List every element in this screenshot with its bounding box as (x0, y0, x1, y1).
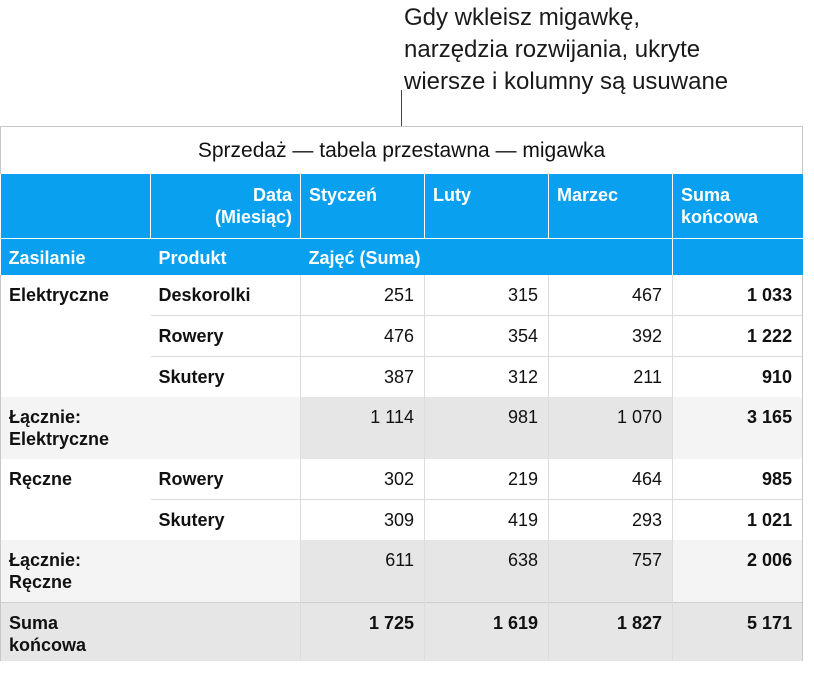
value-cell[interactable]: 387 (300, 356, 425, 397)
subtotal-value-cell[interactable]: 757 (548, 540, 673, 603)
value-cell[interactable]: 419 (424, 499, 549, 540)
value-cell[interactable]: 309 (300, 499, 425, 540)
value-cell[interactable]: 354 (424, 315, 549, 357)
value-cell[interactable]: 392 (548, 315, 673, 357)
value-cell[interactable]: 312 (424, 356, 549, 397)
grand-total-value-cell[interactable]: 1 827 (548, 602, 673, 661)
header-month-label: (Miesiąc) (214, 207, 292, 227)
subtotal-empty-cell[interactable] (150, 397, 301, 459)
grand-total-empty-cell[interactable] (150, 602, 301, 661)
group-label-reczne[interactable]: Ręczne (0, 459, 151, 500)
row-total-cell[interactable]: 1 033 (671, 275, 804, 316)
callout-line-2: narzędzia rozwijania, ukryte (404, 36, 701, 63)
grand-total-label[interactable]: Suma końcowa (0, 602, 151, 661)
header-total-line-1: Suma (681, 185, 731, 205)
header-empty-cell[interactable] (0, 174, 151, 239)
header-field-produkt[interactable]: Produkt (150, 238, 301, 275)
grand-total-value-cell[interactable]: 1 725 (300, 602, 425, 661)
subtotal-label[interactable]: Łącznie: Ręczne (0, 540, 151, 603)
header-measure[interactable]: Zajęć (Suma) (300, 238, 673, 275)
grand-total-row: Suma końcowa 1 725 1 619 1 827 5 171 (0, 602, 804, 661)
table-row: Skutery 387 312 211 910 (0, 356, 804, 397)
table-row: Elektryczne Deskorolki 251 315 467 1 033 (0, 275, 804, 316)
subtotal-value-cell[interactable]: 638 (424, 540, 549, 603)
value-cell[interactable]: 467 (548, 275, 673, 316)
value-cell[interactable]: 476 (300, 315, 425, 357)
grand-total-label-line-1: Suma (9, 613, 59, 633)
table-title-text: Sprzedaż — tabela przestawna — migawka (197, 138, 606, 162)
table-title[interactable]: Sprzedaż — tabela przestawna — migawka (0, 126, 804, 174)
subtotal-label[interactable]: Łącznie: Elektryczne (0, 397, 151, 459)
header-date-label: Data (252, 185, 292, 205)
header-col-feb[interactable]: Luty (424, 174, 549, 239)
callout-text: Gdy wkleisz migawkę, narzędzia rozwijani… (404, 2, 804, 98)
pivot-table-snapshot: Sprzedaż — tabela przestawna — migawka D… (0, 126, 804, 678)
header-total-line-2: końcowa (681, 207, 759, 227)
value-cell[interactable]: 464 (548, 459, 673, 500)
group-label-elektryczne[interactable]: Elektryczne (0, 275, 151, 316)
subtotal-total-cell[interactable]: 3 165 (671, 397, 804, 459)
header-field-zasilanie[interactable]: Zasilanie (0, 238, 151, 275)
row-total-cell[interactable]: 985 (671, 459, 804, 500)
value-cell[interactable]: 219 (424, 459, 549, 500)
subtotal-row: Łącznie: Ręczne 611 638 757 2 006 (0, 540, 804, 603)
grand-total-label-line-2: końcowa (9, 635, 87, 655)
value-cell[interactable]: 315 (424, 275, 549, 316)
value-cell[interactable]: 293 (548, 499, 673, 540)
header-col-mar[interactable]: Marzec (548, 174, 673, 239)
header-date-month[interactable]: Data (Miesiąc) (150, 174, 301, 239)
product-cell[interactable]: Rowery (158, 469, 224, 489)
subtotal-value-cell[interactable]: 1 114 (300, 397, 425, 459)
product-cell[interactable]: Rowery (150, 315, 301, 357)
group-label-empty[interactable] (0, 356, 151, 397)
callout-line-1: Gdy wkleisz migawkę, (404, 4, 641, 31)
header-row-fields: Zasilanie Produkt Zajęć (Suma) (0, 238, 803, 275)
value-cell[interactable]: 251 (300, 275, 425, 316)
header-measure-total[interactable] (671, 238, 803, 275)
value-cell[interactable]: 302 (300, 459, 425, 500)
subtotal-empty-cell[interactable] (150, 540, 301, 603)
group-label-empty[interactable] (0, 315, 151, 357)
table-row: Rowery 476 354 392 1 222 (0, 315, 804, 357)
header-col-total[interactable]: Suma końcowa (672, 174, 803, 239)
table-row: Ręczne Rowery 302 219 464 985 (0, 459, 804, 500)
subtotal-row: Łącznie: Elektryczne 1 114 981 1 070 3 1… (0, 397, 804, 459)
subtotal-label-line-2: Ręczne (9, 572, 73, 592)
product-cell[interactable]: Deskorolki (158, 285, 251, 305)
subtotal-label-line-1: Łącznie: (9, 407, 82, 427)
product-cell[interactable]: Skutery (150, 356, 301, 397)
grand-total-value-cell[interactable]: 1 619 (424, 602, 549, 661)
row-total-cell[interactable]: 910 (671, 356, 804, 397)
header-row-columns: Data (Miesiąc) Styczeń Luty Marzec Suma … (0, 174, 803, 239)
value-cell[interactable]: 211 (548, 356, 673, 397)
group-label-empty[interactable] (0, 499, 151, 540)
header-col-jan[interactable]: Styczeń (300, 174, 425, 239)
subtotal-value-cell[interactable]: 611 (300, 540, 425, 603)
row-total-cell[interactable]: 1 021 (671, 499, 804, 540)
grand-total-total-cell[interactable]: 5 171 (671, 602, 804, 661)
subtotal-value-cell[interactable]: 981 (424, 397, 549, 459)
row-total-cell[interactable]: 1 222 (671, 315, 804, 357)
callout-leader-line (401, 90, 402, 126)
table-row: Skutery 309 419 293 1 021 (0, 499, 804, 540)
subtotal-label-line-2: Elektryczne (9, 429, 110, 449)
subtotal-total-cell[interactable]: 2 006 (671, 540, 804, 603)
subtotal-label-line-1: Łącznie: (9, 550, 82, 570)
subtotal-value-cell[interactable]: 1 070 (548, 397, 673, 459)
callout-line-3: wiersze i kolumny są usuwane (404, 68, 729, 95)
product-cell[interactable]: Skutery (150, 499, 301, 540)
